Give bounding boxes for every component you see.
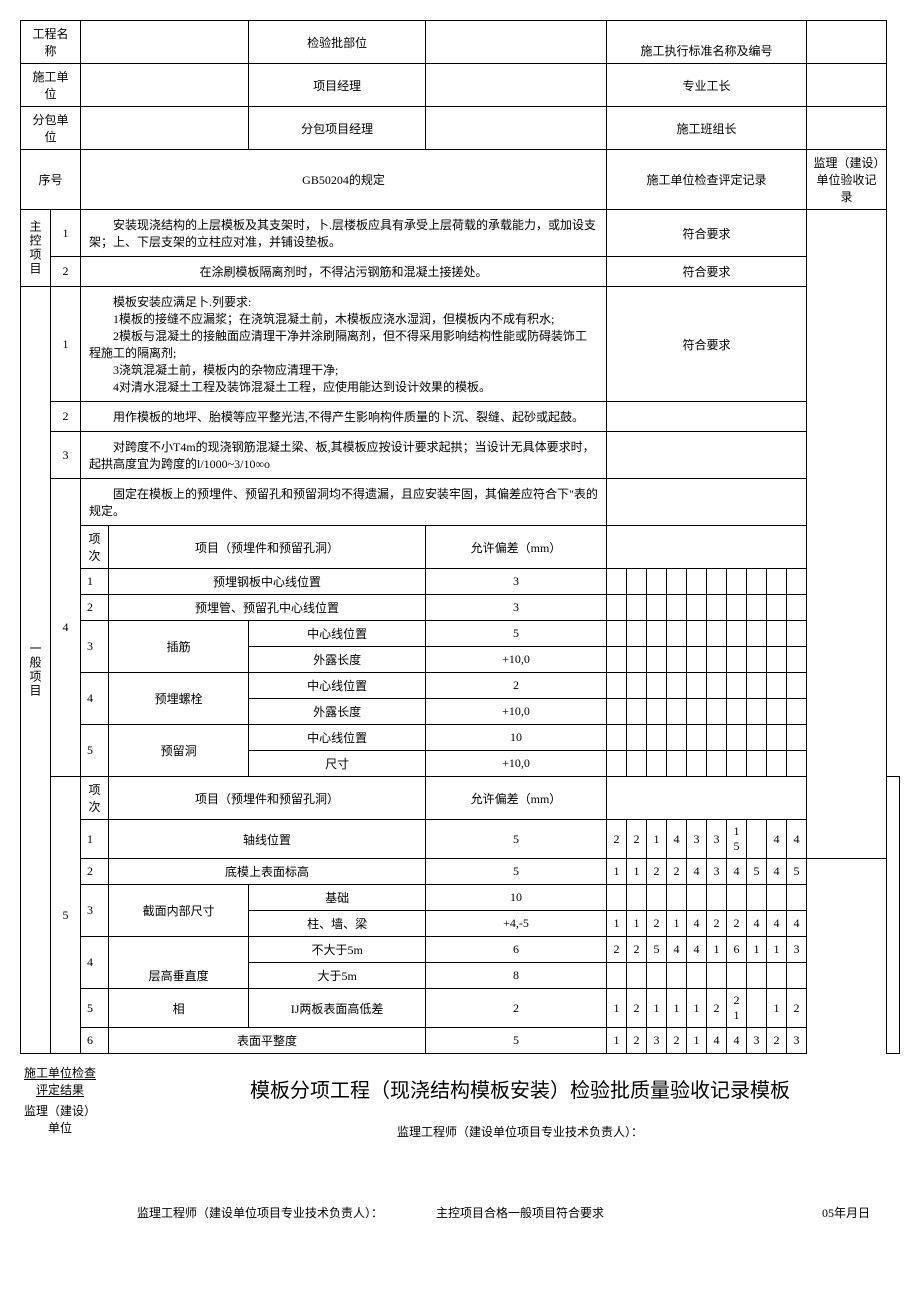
main-item-2: 2 在涂刷模板隔离剂时，不得沾污钢筋和混凝土接搓处。 符合要求 — [21, 257, 900, 287]
supervisor-record — [806, 210, 886, 859]
conform-2: 符合要求 — [606, 257, 806, 287]
label-batch-part: 检验批部位 — [249, 21, 426, 64]
main-table: 工程名称 检验批部位 施工执行标准名称及编号 施工单位 项目经理 专业工长 分包… — [20, 20, 900, 1054]
section-a-label: 主控项目 — [21, 210, 51, 287]
supervisor-line-1: 监理工程师（建设单位项目专业技术负责人）： — [144, 1123, 896, 1140]
header-row-3: 分包单位 分包项目经理 施工班组长 — [21, 107, 900, 150]
tbl5-r1: 1轴线位置5 2214331 544 — [21, 820, 900, 859]
header-row-4: 序号 GB50204的规定 施工单位检查评定记录 监理（建设）单位验收记录 — [21, 150, 900, 210]
tbl5-r5: 5相IJ两板表面高低差2 1211122 112 — [21, 989, 900, 1028]
header-row-1: 工程名称 检验批部位 施工执行标准名称及编号 — [21, 21, 900, 64]
conform-1: 符合要求 — [606, 210, 806, 257]
tbl4-r5: 5预留洞中心线位置10 — [21, 725, 900, 751]
tbl5-head: 5 项次 项目（预埋件和预留孔洞） 允许偏差（mm） — [21, 777, 900, 820]
gen-item-1: 一般项目 1 模板安装应满足卜.列要求: 1模板的接缝不应漏浆；在浇筑混凝土前，… — [21, 287, 900, 402]
tbl5-r4: 4层高垂直度不大于5m6 2254416113 — [21, 937, 900, 963]
main-item-2-text: 在涂刷模板隔离剂时，不得沾污钢筋和混凝土接搓处。 — [81, 257, 607, 287]
supervisor-line-2: 监理工程师（建设单位项目专业技术负责人）： — [120, 1202, 400, 1223]
label-std: 施工执行标准名称及编号 — [606, 21, 806, 64]
footer-bottom: 监理工程师（建设单位项目专业技术负责人）： 主控项目合格一般项目符合要求 05年… — [20, 1202, 900, 1223]
tbl5-r3: 3截面内部尺寸基础10 — [21, 885, 900, 911]
main-item-1: 主控项目 1 安装现浇结构的上层模板及其支架时，卜.层楼板应具有承受上层荷载的承… — [21, 210, 900, 257]
tbl5-r6: 6表面平整度5 1232144323 — [21, 1028, 900, 1054]
header-row-2: 施工单位 项目经理 专业工长 — [21, 64, 900, 107]
footer-block: 施工单位检查评定结果 监理（建设）单位 模板分项工程（现浇结构模板安装）检验批质… — [20, 1062, 900, 1142]
tbl5-r2: 2底模上表面标高5 1122434545 — [21, 859, 900, 885]
gen-item-2: 2 用作模板的地坪、胎模等应平整光洁,不得产生影响构件质量的卜沉、裂缝、起砂或起… — [21, 402, 900, 432]
footer-left-1: 施工单位检查评定结果 监理（建设）单位 — [20, 1062, 100, 1142]
tbl4-r3: 3插筋中心线位置5 — [21, 621, 900, 647]
conform-3: 符合要求 — [606, 287, 806, 402]
gen-item-1-text: 模板安装应满足卜.列要求: 1模板的接缝不应漏浆；在浇筑混凝土前，木模板应浇水湿… — [81, 287, 607, 402]
tbl4-head: 项次 项目（预埋件和预留孔洞） 允许偏差（mm） — [21, 526, 900, 569]
tbl4-r2: 2预埋管、预留孔中心线位置3 — [21, 595, 900, 621]
tbl4-r1: 1预埋钢板中心线位置3 — [21, 569, 900, 595]
main-item-1-text: 安装现浇结构的上层模板及其支架时，卜.层楼板应具有承受上层荷载的承载能力，或加设… — [81, 210, 607, 257]
result-text: 主控项目合格一般项目符合要求 — [400, 1202, 640, 1223]
label-proj-name: 工程名称 — [21, 21, 81, 64]
gen-item-4-intro: 4 固定在模板上的预埋件、预留孔和预留洞均不得遗漏，且应安装牢固，其偏差应符合下… — [21, 479, 900, 526]
tbl4-r4: 4预埋螺栓中心线位置2 — [21, 673, 900, 699]
gen-item-3: 3 对跨度不小T4m的现浇钢筋混凝土梁、板,其模板应按设计要求起拱；当设计无具体… — [21, 432, 900, 479]
doc-title: 模板分项工程（现浇结构模板安装）检验批质量验收记录模板 — [144, 1074, 896, 1103]
section-b-label: 一般项目 — [21, 287, 51, 1054]
date-text: 05年月日 — [640, 1202, 900, 1223]
